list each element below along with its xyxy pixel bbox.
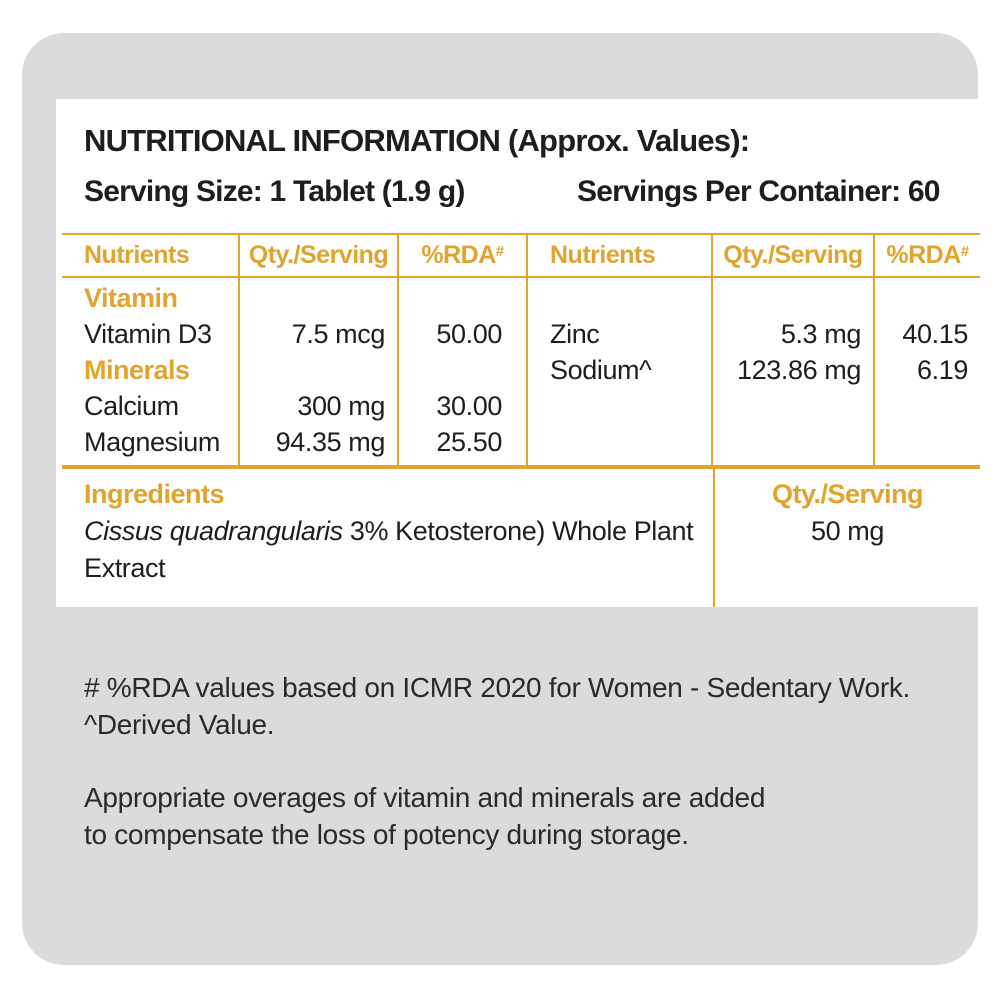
right-qty-values: 5.3 mg 123.86 mg [713, 278, 875, 467]
col-header-qty-left: Qty./Serving [240, 233, 399, 278]
ingredients-left: Ingredients Cissus quadrangularis 3% Ket… [62, 469, 713, 607]
nutrition-table: Nutrients Qty./Serving %RDA # Nutrients Q… [62, 233, 980, 467]
left-qty-values: 7.5 mcg 300 mg 94.35 mg [240, 278, 399, 467]
serving-info-row: Serving Size: 1 Tablet (1.9 g) Servings … [56, 175, 986, 211]
ingredient-qty-value: 50 mg [810, 516, 885, 546]
overage-note-block: Appropriate overages of vitamin and mine… [84, 779, 794, 853]
empty-line [713, 280, 873, 316]
qty-value: 94.35 mg [275, 427, 386, 457]
rda-value: 25.50 [436, 427, 502, 457]
qty-value: 300 mg [297, 391, 385, 421]
empty-line [240, 280, 397, 316]
derived-value-note: ^Derived Value. [84, 709, 275, 740]
rda-value: 6.19 [917, 355, 968, 385]
section-label-minerals: Minerals [84, 355, 190, 385]
col-header-nutrients-right: Nutrients [528, 233, 713, 278]
empty-line [399, 352, 526, 388]
section-label-vitamin: Vitamin [84, 283, 178, 313]
serving-size-text: Serving Size: 1 Tablet (1.9 g) [84, 175, 465, 208]
ingredients-section: Ingredients Cissus quadrangularis 3% Ket… [62, 467, 980, 607]
ingredient-description: 3% Ketosterone) Whole Plant Extract [84, 516, 694, 583]
nutrient-name: Calcium [84, 391, 179, 421]
rda-value: 50.00 [436, 319, 502, 349]
qty-value: 7.5 mcg [291, 319, 386, 349]
ingredient-botanical-name: Cissus quadrangularis [84, 516, 343, 546]
col-header-rda-left: %RDA # [399, 233, 528, 278]
ingredients-qty-column: Qty./Serving 50 mg [713, 469, 980, 607]
nutrient-name: Sodium^ [550, 355, 652, 385]
col-header-qty-right: Qty./Serving [713, 233, 875, 278]
ingredients-heading: Ingredients [84, 479, 225, 509]
overage-note: Appropriate overages of vitamin and mine… [84, 782, 766, 850]
nutritional-information-title: NUTRITIONAL INFORMATION (Approx. Values)… [84, 123, 750, 158]
qty-value: 123.86 mg [737, 355, 861, 385]
right-rda-values: 40.15 6.19 [875, 278, 980, 467]
empty-line [875, 280, 980, 316]
col-header-rda-right: %RDA # [875, 233, 980, 278]
empty-line [399, 280, 526, 316]
nutrient-name: Magnesium [84, 427, 220, 457]
rda-basis-note: # %RDA values based on ICMR 2020 for Wom… [84, 672, 911, 703]
empty-line [528, 280, 711, 316]
ingredient-item: Cissus quadrangularis 3% Ketosterone) Wh… [84, 513, 709, 587]
left-nutrient-names: Vitamin Vitamin D3 Minerals Calcium Magn… [62, 278, 240, 467]
label-gray-panel: NUTRITIONAL INFORMATION (Approx. Values)… [22, 33, 986, 965]
right-nutrient-names: Zinc Sodium^ [528, 278, 713, 467]
left-rda-values: 50.00 30.00 25.50 [399, 278, 528, 467]
rda-footnote-block: # %RDA values based on ICMR 2020 for Wom… [84, 669, 910, 743]
servings-per-container-text: Servings Per Container: 60 [577, 175, 940, 208]
rda-label: %RDA [886, 241, 961, 269]
rda-value: 40.15 [902, 319, 968, 349]
col-header-nutrients-left: Nutrients [62, 233, 240, 278]
nutrient-name: Zinc [550, 319, 600, 349]
rda-value: 30.00 [436, 391, 502, 421]
rda-label: %RDA [421, 241, 496, 269]
ingredients-qty-heading: Qty./Serving [771, 479, 924, 509]
nutrient-name: Vitamin D3 [84, 319, 212, 349]
empty-line [240, 352, 397, 388]
qty-value: 5.3 mg [780, 319, 862, 349]
nutrition-facts-card: NUTRITIONAL INFORMATION (Approx. Values)… [56, 99, 986, 607]
